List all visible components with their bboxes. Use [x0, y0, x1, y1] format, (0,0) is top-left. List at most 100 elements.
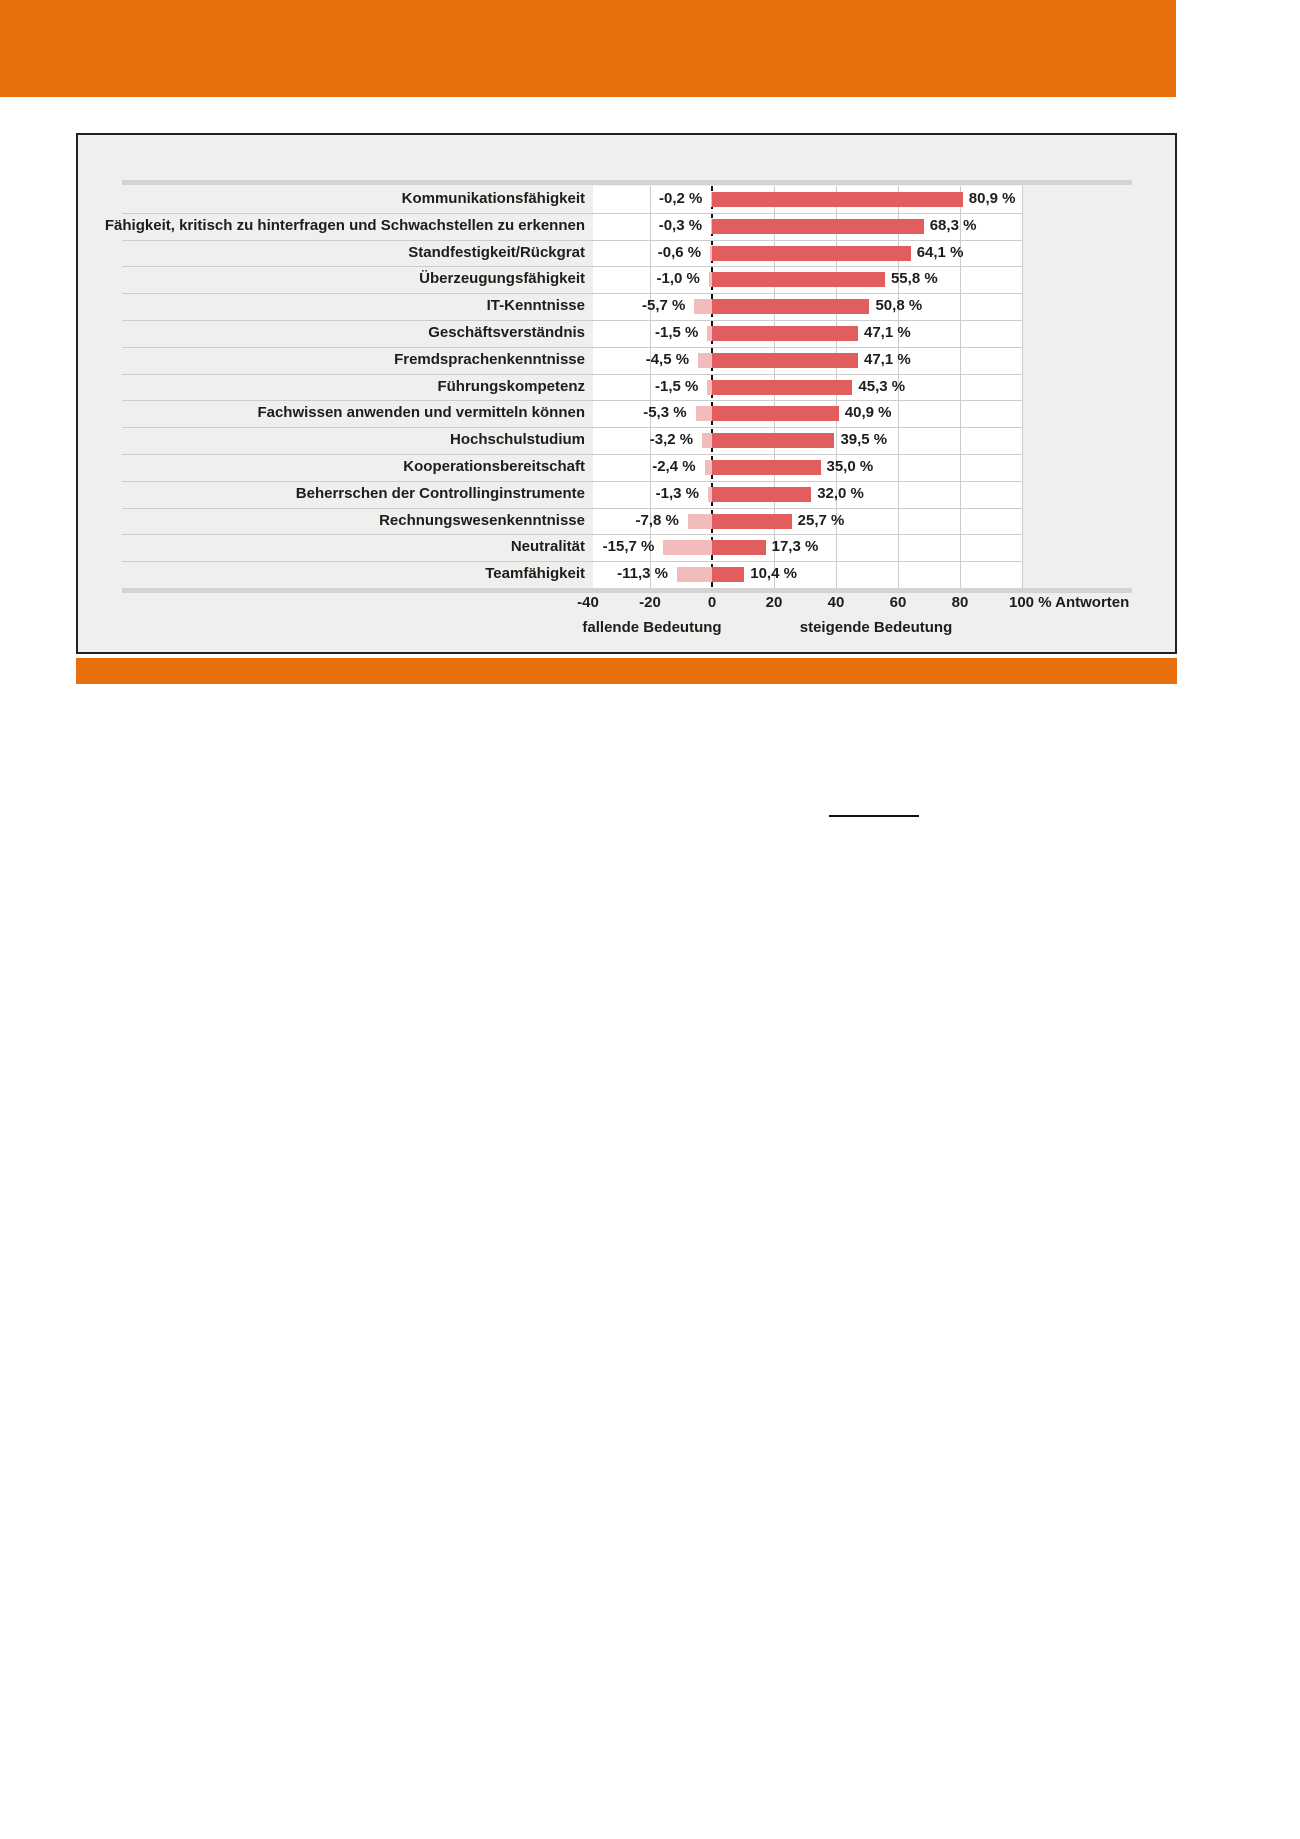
gridline [898, 186, 899, 588]
x-axis-tick-label: 40 [827, 594, 845, 611]
row-label: Geschäftsverständnis [428, 324, 585, 341]
footnote-rule [829, 815, 919, 817]
gridline [650, 186, 651, 588]
positive-value: 35,0 % [826, 458, 874, 475]
row-label: Neutralität [510, 538, 585, 556]
negative-bar [707, 325, 712, 341]
positive-value: 39,5 % [840, 431, 888, 449]
row-label: Kommunikationsfähigkeit [401, 190, 585, 207]
negative-value: -1,5 % [655, 377, 699, 395]
row-separator [122, 454, 1022, 455]
positive-bar [712, 433, 835, 449]
x-axis-tick-label: 0 [707, 594, 717, 611]
row-label: Führungskompetenz [437, 377, 585, 395]
chart-area: Kommunikationsfähigkeit -0,2 % 80,9 % Fähig… [76, 133, 1177, 654]
positive-value: 64,1 % [916, 243, 964, 261]
row-label: Fachwissen anwenden und vermitteln könne… [257, 404, 585, 422]
negative-bar [694, 299, 712, 315]
positive-value: 68,3 % [929, 216, 977, 234]
positive-value: 17,3 % [771, 538, 819, 556]
row-label: Beherrschen der Controllinginstrumente [295, 484, 585, 502]
negative-bar [702, 433, 712, 449]
row-label: Fremdsprachenkenntnisse [394, 350, 585, 368]
x-axis-tick-label: 20 [765, 594, 783, 611]
x-axis-tick-label: -20 [639, 594, 661, 611]
negative-value: -7,8 % [635, 511, 679, 529]
row-separator [122, 293, 1022, 295]
positive-value: 47,1 % [864, 324, 911, 341]
negative-value: -11,3 % [617, 565, 668, 583]
negative-bar [687, 513, 712, 529]
negative-bar [663, 540, 712, 556]
positive-bar [712, 325, 858, 341]
positive-value: 10,4 % [750, 565, 797, 583]
row-separator [122, 266, 1022, 268]
negative-bar [708, 272, 712, 288]
positive-value: 50,8 % [875, 297, 923, 315]
positive-bar [712, 191, 963, 207]
positive-bar [712, 272, 885, 288]
positive-bar [712, 352, 858, 368]
positive-bar [712, 218, 924, 234]
positive-bar [712, 299, 870, 315]
row-separator [122, 507, 1022, 509]
row-label: Hochschulstudium [449, 431, 585, 449]
negative-value: -2,4 % [652, 458, 696, 475]
positive-bar [712, 567, 745, 583]
negative-bar [711, 191, 712, 207]
negative-value: -4,5 % [645, 350, 690, 368]
positive-value: 80,9 % [968, 190, 1016, 207]
row-label: Überzeugungsfähigkeit [419, 270, 585, 288]
negative-value: -1,3 % [655, 484, 699, 502]
row-separator [122, 346, 1022, 348]
x-axis-tick-label: 80 [951, 594, 969, 611]
negative-bar [707, 379, 712, 395]
x-axis-tick-label: 100 % Antworten [1009, 594, 1130, 611]
negative-value: -1,5 % [655, 324, 699, 341]
x-axis-tick-label: 60 [889, 594, 907, 611]
footer-orange-band [76, 658, 1177, 684]
positive-value: 47,1 % [864, 350, 911, 368]
row-separator [122, 400, 1022, 402]
positive-bar [712, 406, 839, 422]
row-label: Fähigkeit, kritisch zu hinterfragen und … [104, 216, 585, 234]
row-separator [122, 373, 1022, 375]
x-axis-tick-label: -40 [577, 594, 599, 611]
negative-value: -0,2 % [659, 190, 703, 207]
positive-bar [712, 245, 911, 261]
positive-value: 25,7 % [797, 511, 845, 529]
row-label: IT-Kenntnisse [486, 297, 585, 315]
chart-top-rule [122, 180, 1132, 185]
negative-bar [695, 406, 712, 422]
row-separator [122, 239, 1022, 241]
negative-bar [710, 245, 712, 261]
row-label: Teamfähigkeit [485, 565, 585, 583]
positive-value: 55,8 % [890, 270, 938, 288]
row-label: Rechnungswesenkenntnisse [379, 511, 585, 529]
negative-value: -5,3 % [643, 404, 687, 422]
row-label: Kooperationsbereitschaft [403, 458, 585, 475]
chart-panel: Kommunikationsfähigkeit -0,2 % 80,9 % Fähig… [76, 133, 1177, 654]
axis-caption-rising: steigende Bedeutung [799, 619, 953, 636]
row-separator [122, 212, 1022, 214]
positive-value: 45,3 % [858, 377, 906, 395]
gridline [960, 186, 961, 588]
positive-bar [712, 513, 792, 529]
negative-bar [707, 486, 712, 502]
row-separator [122, 320, 1022, 321]
negative-value: -0,3 % [658, 216, 703, 234]
row-separator [122, 561, 1022, 563]
positive-bar [712, 379, 853, 395]
positive-value: 40,9 % [844, 404, 892, 422]
negative-value: -0,6 % [657, 243, 702, 261]
row-separator [122, 480, 1022, 482]
row-separator [122, 427, 1022, 429]
header-orange-band [0, 0, 1176, 97]
negative-bar [676, 567, 712, 583]
negative-bar [711, 218, 712, 234]
negative-value: -15,7 % [602, 538, 655, 556]
positive-bar [712, 459, 821, 475]
chart-bottom-rule [122, 588, 1132, 593]
negative-value: -5,7 % [641, 297, 686, 315]
